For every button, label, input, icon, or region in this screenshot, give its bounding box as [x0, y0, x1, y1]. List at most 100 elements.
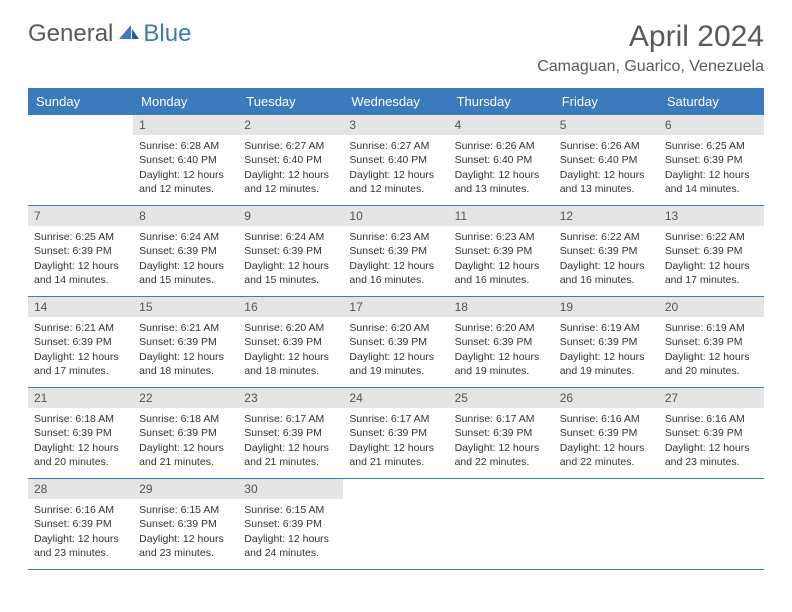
- logo: General Blue: [28, 20, 191, 48]
- sunrise-line: Sunrise: 6:19 AM: [560, 321, 653, 335]
- sunset-line: Sunset: 6:39 PM: [665, 244, 758, 258]
- sunset-line: Sunset: 6:39 PM: [139, 335, 232, 349]
- sunrise-line: Sunrise: 6:25 AM: [665, 139, 758, 153]
- daylight-line: Daylight: 12 hours and 21 minutes.: [244, 441, 337, 469]
- day-number: 4: [449, 115, 554, 135]
- sunset-line: Sunset: 6:40 PM: [349, 153, 442, 167]
- daylight-line: Daylight: 12 hours and 20 minutes.: [665, 350, 758, 378]
- day-number: 18: [449, 297, 554, 317]
- sunrise-line: Sunrise: 6:20 AM: [244, 321, 337, 335]
- sunset-line: Sunset: 6:39 PM: [560, 426, 653, 440]
- daylight-line: Daylight: 12 hours and 14 minutes.: [34, 259, 127, 287]
- day-number: 2: [238, 115, 343, 135]
- sunrise-line: Sunrise: 6:26 AM: [560, 139, 653, 153]
- sunrise-line: Sunrise: 6:25 AM: [34, 230, 127, 244]
- daylight-line: Daylight: 12 hours and 23 minutes.: [665, 441, 758, 469]
- day-number: 6: [659, 115, 764, 135]
- sunset-line: Sunset: 6:39 PM: [560, 244, 653, 258]
- day-cell: 4 Sunrise: 6:26 AMSunset: 6:40 PMDaylight…: [449, 115, 554, 205]
- sunrise-line: Sunrise: 6:20 AM: [349, 321, 442, 335]
- day-cell: 18Sunrise: 6:20 AMSunset: 6:39 PMDayligh…: [449, 297, 554, 387]
- day-cell: [659, 479, 764, 569]
- logo-text-blue: Blue: [143, 20, 191, 48]
- sunrise-line: Sunrise: 6:28 AM: [139, 139, 232, 153]
- day-number: 22: [133, 388, 238, 408]
- sunset-line: Sunset: 6:39 PM: [34, 517, 127, 531]
- daylight-line: Daylight: 12 hours and 18 minutes.: [244, 350, 337, 378]
- sunset-line: Sunset: 6:39 PM: [244, 517, 337, 531]
- sunrise-line: Sunrise: 6:17 AM: [455, 412, 548, 426]
- daylight-line: Daylight: 12 hours and 13 minutes.: [455, 168, 548, 196]
- sunset-line: Sunset: 6:39 PM: [139, 426, 232, 440]
- logo-text-general: General: [28, 20, 113, 48]
- day-number: 12: [554, 206, 659, 226]
- weekday-header: Saturday: [659, 88, 764, 115]
- sunset-line: Sunset: 6:39 PM: [34, 244, 127, 258]
- day-cell: 5Sunrise: 6:26 AMSunset: 6:40 PMDaylight…: [554, 115, 659, 205]
- day-cell: 10Sunrise: 6:23 AMSunset: 6:39 PMDayligh…: [343, 206, 448, 296]
- daylight-line: Daylight: 12 hours and 18 minutes.: [139, 350, 232, 378]
- title-block: April 2024 Camaguan, Guarico, Venezuela: [537, 20, 764, 76]
- sunrise-line: Sunrise: 6:22 AM: [560, 230, 653, 244]
- day-number: 9: [238, 206, 343, 226]
- sunrise-line: Sunrise: 6:21 AM: [139, 321, 232, 335]
- daylight-line: Daylight: 12 hours and 17 minutes.: [34, 350, 127, 378]
- day-number: 5: [554, 115, 659, 135]
- weekday-header: Monday: [133, 88, 238, 115]
- day-cell: 23Sunrise: 6:17 AMSunset: 6:39 PMDayligh…: [238, 388, 343, 478]
- daylight-line: Daylight: 12 hours and 15 minutes.: [244, 259, 337, 287]
- week-row: 21Sunrise: 6:18 AMSunset: 6:39 PMDayligh…: [28, 388, 764, 479]
- day-cell: 3Sunrise: 6:27 AMSunset: 6:40 PMDaylight…: [343, 115, 448, 205]
- daylight-line: Daylight: 12 hours and 16 minutes.: [455, 259, 548, 287]
- day-cell: 7Sunrise: 6:25 AMSunset: 6:39 PMDaylight…: [28, 206, 133, 296]
- daylight-line: Daylight: 12 hours and 23 minutes.: [34, 532, 127, 560]
- sunrise-line: Sunrise: 6:16 AM: [34, 503, 127, 517]
- daylight-line: Daylight: 12 hours and 22 minutes.: [455, 441, 548, 469]
- day-number: 26: [554, 388, 659, 408]
- day-number: 29: [133, 479, 238, 499]
- day-cell: 28 Sunrise: 6:16 AMSunset: 6:39 PMDayligh…: [28, 479, 133, 569]
- daylight-line: Daylight: 12 hours and 12 minutes.: [349, 168, 442, 196]
- sunrise-line: Sunrise: 6:18 AM: [34, 412, 127, 426]
- day-cell: 29Sunrise: 6:15 AMSunset: 6:39 PMDayligh…: [133, 479, 238, 569]
- sunset-line: Sunset: 6:39 PM: [455, 426, 548, 440]
- day-number: 17: [343, 297, 448, 317]
- daylight-line: Daylight: 12 hours and 24 minutes.: [244, 532, 337, 560]
- day-number: 10: [343, 206, 448, 226]
- daylight-line: Daylight: 12 hours and 17 minutes.: [665, 259, 758, 287]
- daylight-line: Daylight: 12 hours and 19 minutes.: [560, 350, 653, 378]
- sunset-line: Sunset: 6:39 PM: [560, 335, 653, 349]
- sunrise-line: Sunrise: 6:26 AM: [455, 139, 548, 153]
- weekday-header: Friday: [554, 88, 659, 115]
- sunset-line: Sunset: 6:40 PM: [244, 153, 337, 167]
- day-number: 19: [554, 297, 659, 317]
- sunset-line: Sunset: 6:39 PM: [349, 335, 442, 349]
- sunset-line: Sunset: 6:40 PM: [455, 153, 548, 167]
- day-number: 24: [343, 388, 448, 408]
- sunset-line: Sunset: 6:39 PM: [455, 335, 548, 349]
- day-cell: 20Sunrise: 6:19 AMSunset: 6:39 PMDayligh…: [659, 297, 764, 387]
- day-cell: 15Sunrise: 6:21 AMSunset: 6:39 PMDayligh…: [133, 297, 238, 387]
- day-cell: 27Sunrise: 6:16 AMSunset: 6:39 PMDayligh…: [659, 388, 764, 478]
- sunset-line: Sunset: 6:39 PM: [139, 517, 232, 531]
- sunset-line: Sunset: 6:39 PM: [34, 335, 127, 349]
- daylight-line: Daylight: 12 hours and 16 minutes.: [349, 259, 442, 287]
- daylight-line: Daylight: 12 hours and 21 minutes.: [349, 441, 442, 469]
- day-cell: [449, 479, 554, 569]
- sunrise-line: Sunrise: 6:17 AM: [349, 412, 442, 426]
- day-cell: 26Sunrise: 6:16 AMSunset: 6:39 PMDayligh…: [554, 388, 659, 478]
- location: Camaguan, Guarico, Venezuela: [537, 58, 764, 76]
- day-number: 28: [28, 479, 133, 499]
- day-number: 16: [238, 297, 343, 317]
- day-number: 23: [238, 388, 343, 408]
- daylight-line: Daylight: 12 hours and 23 minutes.: [139, 532, 232, 560]
- day-cell: 30Sunrise: 6:15 AMSunset: 6:39 PMDayligh…: [238, 479, 343, 569]
- daylight-line: Daylight: 12 hours and 14 minutes.: [665, 168, 758, 196]
- day-number: 25: [449, 388, 554, 408]
- day-cell: 17Sunrise: 6:20 AMSunset: 6:39 PMDayligh…: [343, 297, 448, 387]
- sunset-line: Sunset: 6:39 PM: [349, 426, 442, 440]
- calendar: SundayMondayTuesdayWednesdayThursdayFrid…: [28, 88, 764, 570]
- day-cell: 25 Sunrise: 6:17 AMSunset: 6:39 PMDayligh…: [449, 388, 554, 478]
- day-number: 20: [659, 297, 764, 317]
- sunset-line: Sunset: 6:40 PM: [560, 153, 653, 167]
